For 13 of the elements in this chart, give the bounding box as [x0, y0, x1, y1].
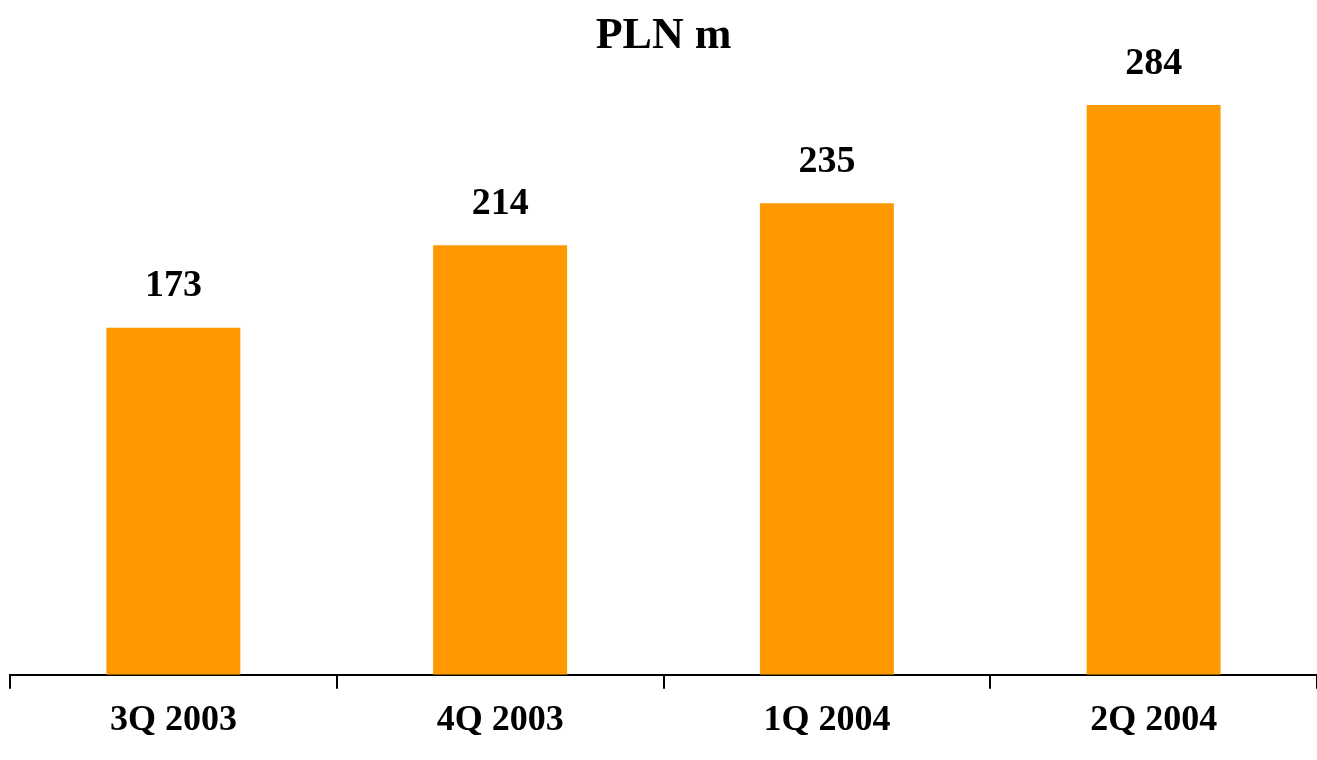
x-tick-label: 1Q 2004 [763, 697, 891, 738]
chart-title: PLN m [595, 8, 732, 58]
bar [433, 245, 568, 675]
data-label: 173 [144, 262, 202, 305]
bar [1086, 104, 1221, 675]
x-tick-label: 2Q 2004 [1090, 697, 1218, 738]
bar [759, 203, 894, 675]
data-label: 235 [798, 138, 856, 181]
bar [106, 327, 241, 675]
data-label: 284 [1125, 39, 1183, 82]
data-label: 214 [471, 180, 529, 223]
x-tick-label: 3Q 2003 [109, 697, 237, 738]
x-tick-label: 4Q 2003 [436, 697, 564, 738]
